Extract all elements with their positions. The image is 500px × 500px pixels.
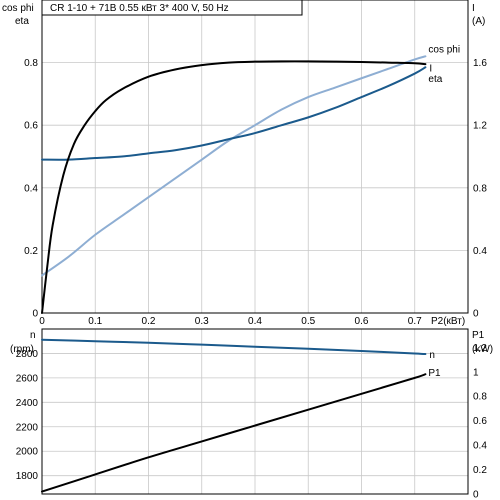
top-right-tick-label: 1.2 [473, 121, 487, 132]
top-right-tick-label: 0 [473, 309, 479, 320]
top-right-tick-label: 1.6 [473, 58, 487, 69]
bottom-left-tick-label: 2600 [16, 373, 39, 384]
bottom-right-axis-label-unit: (kW) [472, 344, 493, 355]
bottom-left-tick-label: 2400 [16, 398, 39, 409]
speed-series-label: n [429, 350, 435, 361]
top-cos-phi-line [41, 55, 427, 277]
top-right-tick-label: 0.8 [473, 183, 487, 194]
top-left-tick-label: 0.2 [24, 246, 38, 257]
top-right-axis-label-unit: (A) [472, 16, 485, 27]
bottom-right-tick-label: 0.2 [473, 465, 487, 476]
bottom-left-axis-label-n: n [30, 330, 36, 341]
bottom-left-tick-label: 2000 [16, 447, 39, 458]
x-tick-label: 0.3 [195, 316, 209, 327]
bottom-right-tick-label: 0.8 [473, 392, 487, 403]
top-left-tick-label: 0.8 [24, 58, 38, 69]
bottom-left-axis-label-unit: (rpm) [10, 344, 34, 355]
tick-labels: 0 0.1 0.2 0.3 0.4 0.5 0.6 0.7 0 0.2 0.4 0.6 0.8 0 0.4 0… [16, 58, 488, 500]
bottom-right-tick-label: 1 [473, 367, 479, 378]
bottom-right-tick-label: 0.4 [473, 441, 487, 452]
bottom-panel-grid [42, 329, 468, 494]
bottom-panel-frame [41, 328, 469, 495]
p1-series-label: P1 [428, 368, 441, 379]
bottom-n-line [41, 338, 427, 356]
top-left-axis-label-cosphi: cos phi [2, 3, 34, 14]
bottom-p1-line [41, 373, 427, 493]
eta-series-label: eta [428, 74, 442, 85]
top-right-tick-label: 0.4 [473, 246, 487, 257]
top-left-axis-label-eta: eta [15, 16, 29, 27]
bottom-right-tick-label: 0 [473, 490, 479, 500]
top-right-axis-label-i: I [472, 3, 475, 14]
bottom-left-tick-label: 2800 [16, 349, 39, 360]
title-box [41, 0, 303, 16]
top-i-line [41, 66, 427, 161]
x-tick-label: 0.4 [248, 316, 262, 327]
x-tick-label: 0.6 [355, 316, 369, 327]
top-left-tick-label: 0.6 [24, 121, 38, 132]
bottom-right-tick-label: 1.2 [473, 343, 487, 354]
x-axis-label: P2(кВт) [431, 316, 465, 327]
chart-title: CR 1-10 + 71B 0.55 кВт 3* 400 V, 50 Hz [50, 3, 229, 14]
x-tick-label: 0 [39, 316, 45, 327]
bottom-panel-series [41, 338, 427, 493]
x-tick-label: 0.2 [142, 316, 156, 327]
x-tick-label: 0.1 [88, 316, 102, 327]
bottom-left-tick-label: 2200 [16, 422, 39, 433]
x-tick-label: 0.5 [301, 316, 315, 327]
top-left-tick-label: 0.4 [24, 183, 38, 194]
top-left-tick-label: 0 [32, 309, 38, 320]
top-eta-line [41, 60, 427, 314]
cosphi-series-label: cos phi [428, 44, 460, 55]
bottom-right-axis-label-p1: P1 [472, 330, 485, 341]
bottom-right-tick-label: 0.6 [473, 416, 487, 427]
top-panel-frame [41, 0, 469, 314]
current-series-label: I [429, 63, 432, 74]
top-panel-series [41, 55, 427, 314]
x-tick-label: 0.7 [408, 316, 422, 327]
bottom-left-tick-label: 1800 [16, 471, 39, 482]
